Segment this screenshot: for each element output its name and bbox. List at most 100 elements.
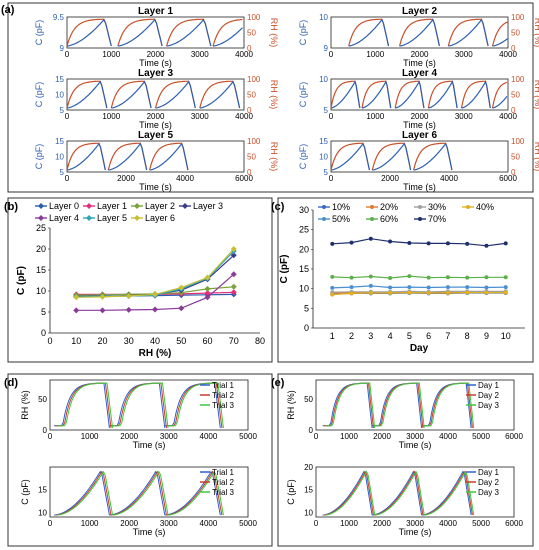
y-left-tick-label: 5 [60,168,65,177]
legend-marker [182,203,188,209]
legend-label: Trial 1 [212,468,234,477]
x-tick-label: 4000 [440,174,458,183]
x-axis-label: Time (s) [399,527,432,537]
x-tick-label: 1000 [340,519,358,528]
trial-curve [323,470,473,516]
y-left-tick-label: 15 [55,137,64,146]
y-right-tick-label: 0 [511,168,516,177]
plot-title: Layer 5 [138,130,173,141]
x-axis-label: Time (s) [133,440,166,450]
data-point [230,246,237,252]
data-point [178,305,185,312]
x-tick-label: 1000 [340,432,358,441]
y-left-axis-label: C (pF) [34,82,44,108]
data-point [445,285,450,290]
y-left-tick-label: 5 [324,106,329,115]
y-tick-label: 0 [41,328,46,338]
data-point [407,285,412,290]
y-tick-label: 20 [299,244,309,254]
y-right-axis-label: RH (%) [533,142,539,172]
capacitance-curve [66,142,189,171]
panel-plot-c: 0 5 10 15 20 25 30 1 2 3 4 5 6 7 8 9 10 Day C (pF) 10% 20% 30… [279,202,525,354]
y-tick-label: 15 [299,264,309,274]
plot-title: Layer 3 [138,68,173,79]
plot-frame [66,16,245,49]
y-left-tick-label: 15 [55,75,64,84]
data-point [230,252,237,259]
x-tick-label: 4000 [439,432,457,441]
rh-curve [66,18,243,47]
panel-b-frame [7,197,273,363]
trial-curve [57,382,224,429]
y-axis-label: C (pF) [286,479,296,505]
data-point [368,290,373,295]
x-tick-label: 4000 [200,519,218,528]
panel-label-c: (c) [271,201,285,213]
y-tick-label: 30 [299,205,309,215]
legend-label: Day 1 [478,468,499,477]
legend-label: Trial 1 [212,381,234,390]
y-tick-label: 0 [43,426,48,435]
data-point [484,275,489,280]
legend-label: Layer 5 [97,213,127,223]
y-left-axis-label: C (pF) [298,20,308,46]
y-right-tick-label: 100 [511,75,525,84]
y-left-tick-label: 10 [55,91,64,100]
y-tick-label: 20 [36,244,46,254]
data-point [178,284,185,291]
y-tick-label: 0 [309,426,314,435]
layer-plot-5: Layer 5 0 2000 4000 6000 Time (s) 5 10 15 C (pF) 0… [34,130,279,192]
x-tick-label: 3 [368,331,373,341]
data-point [99,293,106,300]
y-right-tick-label: 0 [247,44,252,53]
x-tick-label: 5000 [239,432,257,441]
legend-label: Day 3 [478,488,499,497]
x-tick-label: 4000 [235,112,253,121]
data-point [407,241,412,246]
x-tick-label: 0 [329,112,334,121]
rh-curve [66,142,189,171]
y-right-tick-label: 100 [511,137,525,146]
y-right-axis-label: RH (%) [269,142,279,172]
y-tick-label: 5 [41,307,46,317]
data-point [125,293,132,300]
x-axis-label: Time (s) [399,440,432,450]
plot-frame-bottom [49,466,249,518]
x-tick-label: 5000 [472,519,490,528]
legend-label: Layer 0 [49,201,79,211]
x-tick-label: 7 [445,331,450,341]
y-tick-label: 10 [38,508,47,517]
capacitance-curve [66,18,243,47]
x-tick-label: 3000 [406,432,424,441]
legend-label: Day 1 [478,381,499,390]
plot-frame [66,78,245,111]
data-point [330,241,335,246]
y-tick-label: 10 [304,508,313,517]
y-left-tick-label: 9 [60,44,65,53]
x-axis-label: Time (s) [403,58,436,68]
legend-label: Layer 1 [97,201,127,211]
legend-label: Day 2 [478,478,499,487]
data-point [388,285,393,290]
y-right-tick-label: 100 [511,13,525,22]
legend-marker [38,215,44,221]
x-tick-label: 2000 [411,112,429,121]
x-tick-label: 1 [330,331,335,341]
y-right-tick-label: 100 [247,13,261,22]
x-tick-label: 8 [465,331,470,341]
y-left-tick-label: 10 [55,153,64,162]
data-point [368,283,373,288]
legend-label: Trial 2 [212,478,234,487]
x-tick-label: 2000 [120,519,138,528]
legend-marker [370,205,374,209]
y-axis-label: C (pF) [20,479,30,505]
y-right-tick-label: 100 [247,137,261,146]
y-tick-label: 50 [38,395,47,404]
y-right-axis-label: RH (%) [269,80,279,110]
x-tick-label: 3000 [191,50,209,59]
x-axis-label: Time (s) [133,527,166,537]
